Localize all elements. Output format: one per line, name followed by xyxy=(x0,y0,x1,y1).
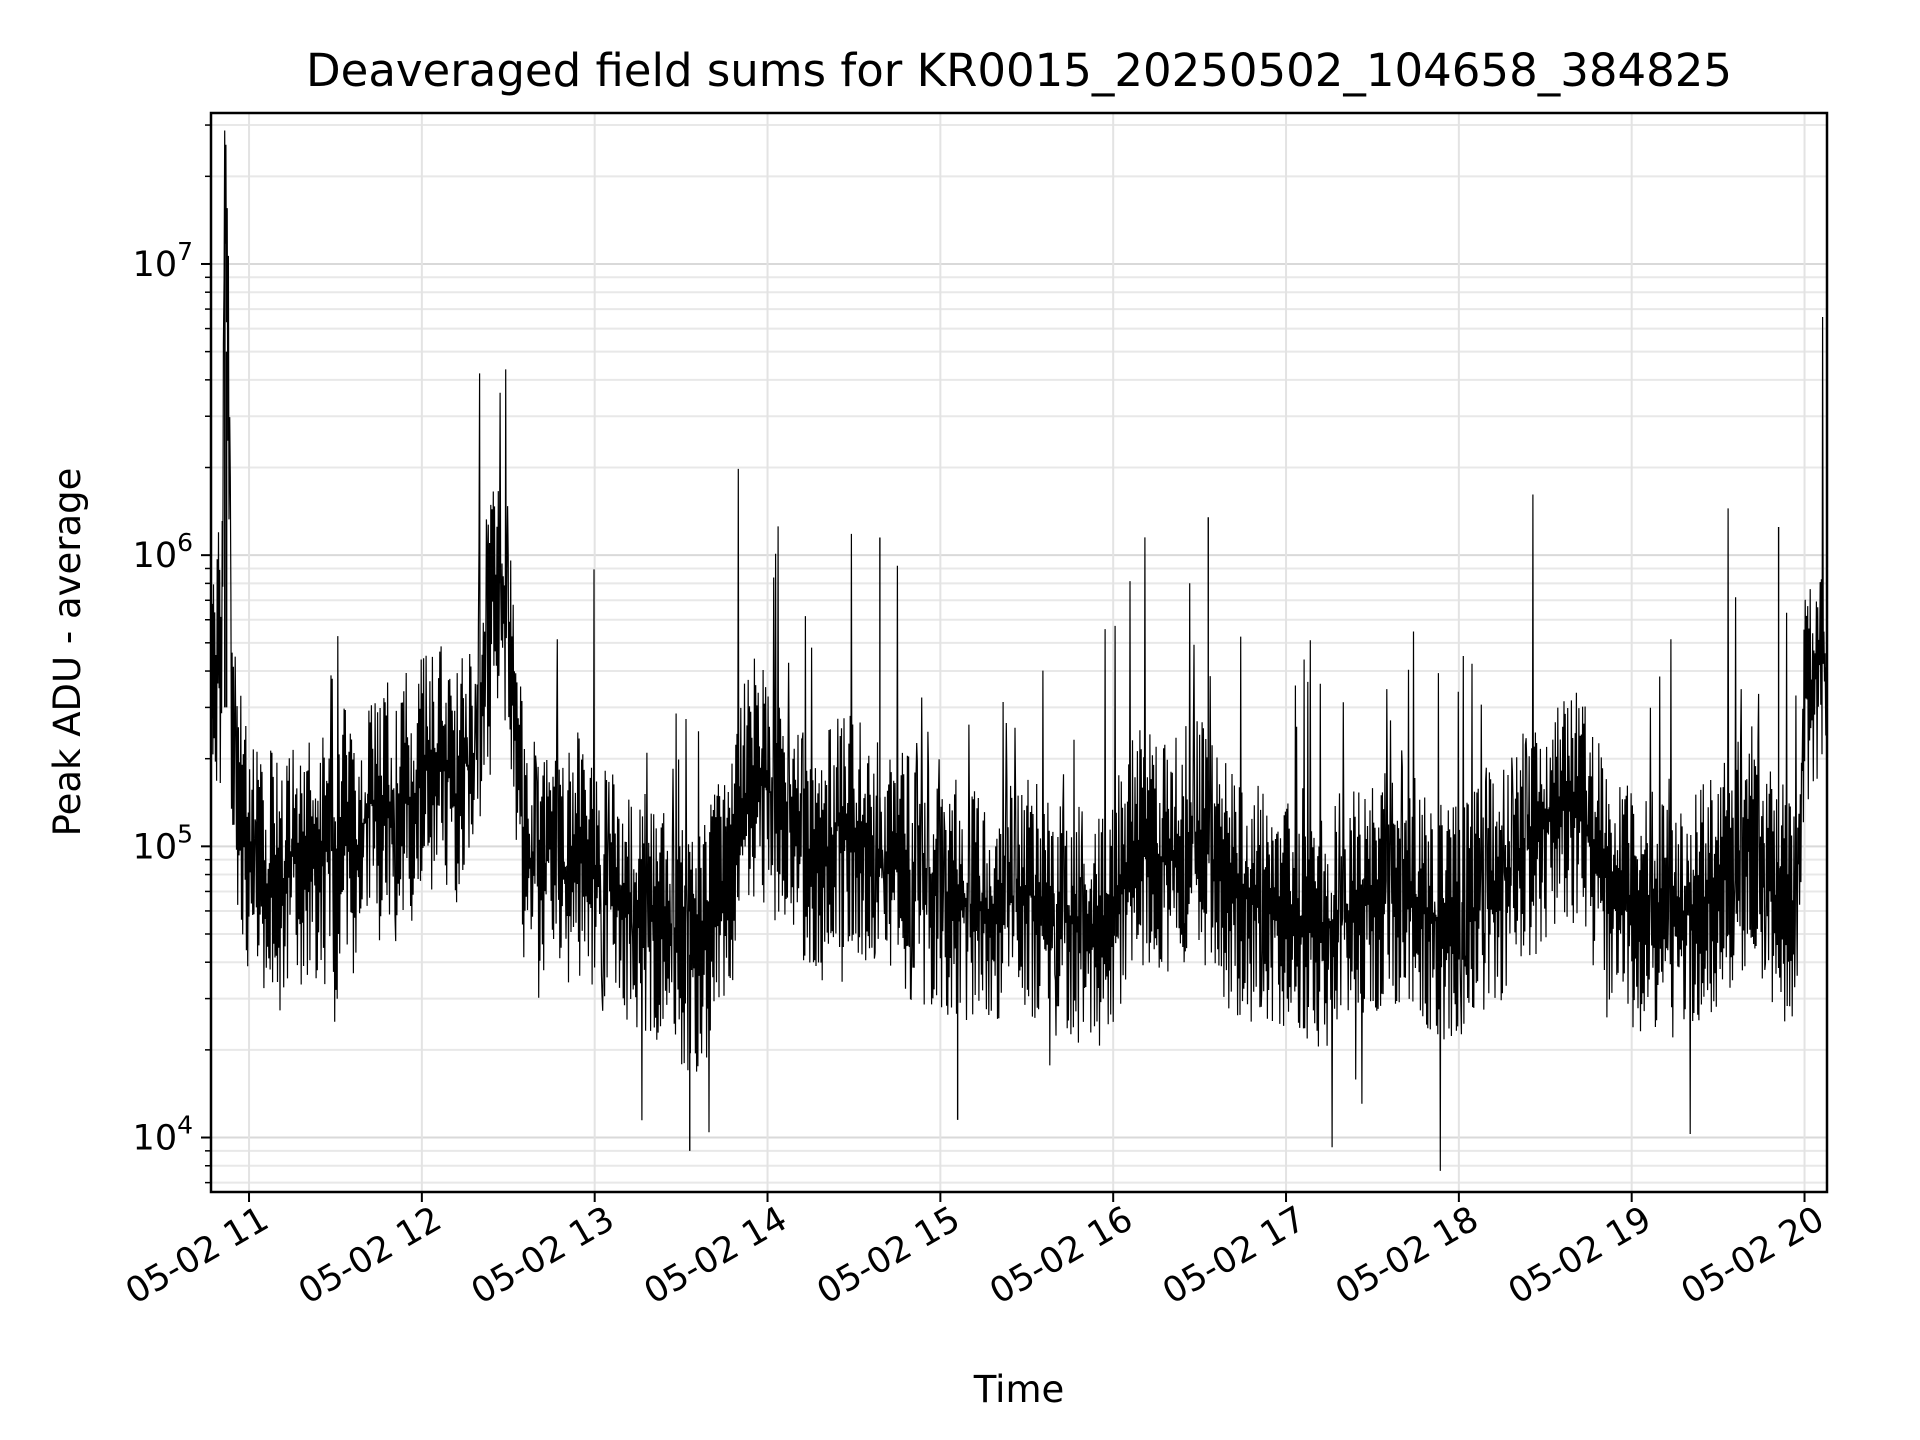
y-tick-base: 10 xyxy=(133,536,178,576)
y-tick-label: 107 xyxy=(133,237,193,285)
x-tick-label: 05-02 16 xyxy=(983,1199,1139,1312)
x-axis: 05-02 11 05-02 12 05-02 13 05-02 14 05-02 15… xyxy=(119,1192,1831,1312)
chart-title: Deaveraged field sums for KR0015_2025050… xyxy=(306,44,1732,97)
x-tick-label: 05-02 11 xyxy=(119,1199,275,1312)
x-tick-label: 05-02 18 xyxy=(1329,1199,1485,1312)
y-tick-label: 104 xyxy=(133,1111,193,1159)
y-tick-base: 10 xyxy=(133,245,178,285)
x-axis-label: Time xyxy=(973,1368,1065,1411)
data-series-line xyxy=(210,130,1828,1171)
x-tick-label: 05-02 20 xyxy=(1675,1199,1831,1312)
y-tick-label: 105 xyxy=(133,819,193,867)
y-tick-exponent: 4 xyxy=(177,1111,193,1140)
series-layer xyxy=(210,130,1828,1171)
x-tick-label: 05-02 19 xyxy=(1502,1199,1658,1312)
y-tick-exponent: 7 xyxy=(177,237,193,266)
y-tick-exponent: 5 xyxy=(177,819,193,848)
x-tick-label: 05-02 13 xyxy=(465,1199,621,1312)
grid-layer xyxy=(211,113,1827,1192)
plot-frame xyxy=(209,111,1829,1194)
x-tick-label: 05-02 12 xyxy=(292,1199,448,1312)
y-tick-base: 10 xyxy=(133,827,178,867)
y-axis-label: Peak ADU - average xyxy=(46,468,89,837)
y-tick-label: 106 xyxy=(133,528,193,576)
x-tick-label: 05-02 17 xyxy=(1156,1199,1312,1312)
y-tick-exponent: 6 xyxy=(177,528,193,557)
y-tick-base: 10 xyxy=(133,1119,178,1159)
x-tick-label: 05-02 15 xyxy=(811,1199,967,1312)
x-tick-label: 05-02 14 xyxy=(638,1199,794,1312)
